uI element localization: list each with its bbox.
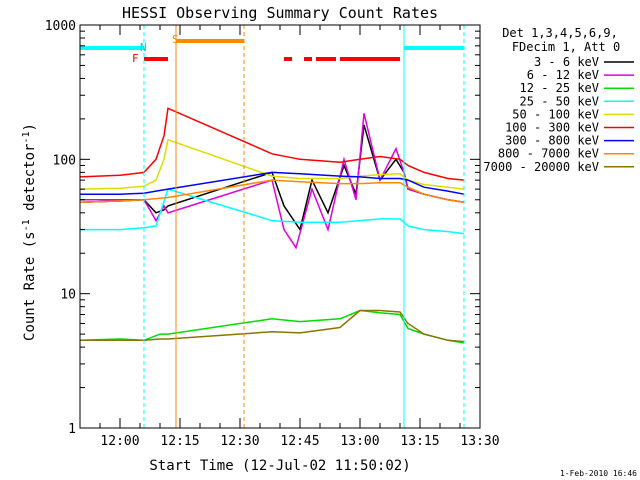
x-tick-label-5: 13:15 xyxy=(400,434,439,449)
series-line-6 xyxy=(80,171,465,195)
y-axis-label-c: ) xyxy=(22,123,38,131)
flag-label-n: N xyxy=(140,41,147,54)
series-line-8 xyxy=(80,309,465,343)
x-tick-label-2: 12:30 xyxy=(220,434,259,449)
x-tick-label-0: 12:00 xyxy=(100,434,139,449)
series-line-4 xyxy=(79,138,465,190)
x-tick-label-3: 12:45 xyxy=(280,434,319,449)
timestamp: 1-Feb-2010 16:46 xyxy=(560,469,637,478)
series-line-5 xyxy=(79,107,465,181)
x-axis-label: Start Time (12-Jul-02 11:50:02) xyxy=(149,458,410,474)
legend-label-2: 12 - 25 keV xyxy=(520,81,599,95)
y-axis-label: Count Rate (s-1 detector-1) xyxy=(21,123,38,341)
legend-label-3: 25 - 50 keV xyxy=(520,94,599,108)
series-line-0 xyxy=(79,124,465,232)
legend-label-1: 6 - 12 keV xyxy=(527,68,599,82)
legend-label-4: 50 - 100 keV xyxy=(512,107,599,121)
y-tick-label-2: 100 xyxy=(53,153,76,168)
series-line-3 xyxy=(80,188,465,235)
flag-label-f: F xyxy=(132,52,139,65)
chart-title: HESSI Observing Summary Count Rates xyxy=(122,4,438,22)
y-axis-label-sup: -1 xyxy=(21,219,32,231)
legend-label-6: 300 - 800 keV xyxy=(505,134,599,148)
series-line-2 xyxy=(79,309,465,344)
plot-area: FN S 1 10 100 1000 12:00 12:15 12:30 12:45 13:00 13… xyxy=(45,19,500,449)
plot-frame xyxy=(79,24,481,429)
y-tick-label-3: 1000 xyxy=(45,19,76,34)
x-tick-label-4: 13:00 xyxy=(340,434,379,449)
y-axis-label-b: detector xyxy=(22,144,38,220)
legend-header-1: Det 1,3,4,5,6,9, xyxy=(502,26,618,40)
flag-label-s: S xyxy=(172,33,179,46)
legend-label-8: 7000 - 20000 keV xyxy=(483,160,599,174)
y-axis-label-a: Count Rate (s xyxy=(22,231,38,341)
legend-label-7: 800 - 7000 keV xyxy=(498,147,599,161)
x-tick-label-1: 12:15 xyxy=(160,434,199,449)
y-tick-label-0: 1 xyxy=(68,422,76,437)
y-axis-label-sup2: -1 xyxy=(21,131,32,143)
x-tick-label-6: 13:30 xyxy=(460,434,499,449)
legend-label-5: 100 - 300 keV xyxy=(505,121,599,135)
series-line-7 xyxy=(79,179,465,203)
y-tick-label-1: 10 xyxy=(60,288,76,303)
legend-label-0: 3 - 6 keV xyxy=(534,55,599,69)
legend-header-2: FDecim 1, Att 0 xyxy=(512,40,620,54)
